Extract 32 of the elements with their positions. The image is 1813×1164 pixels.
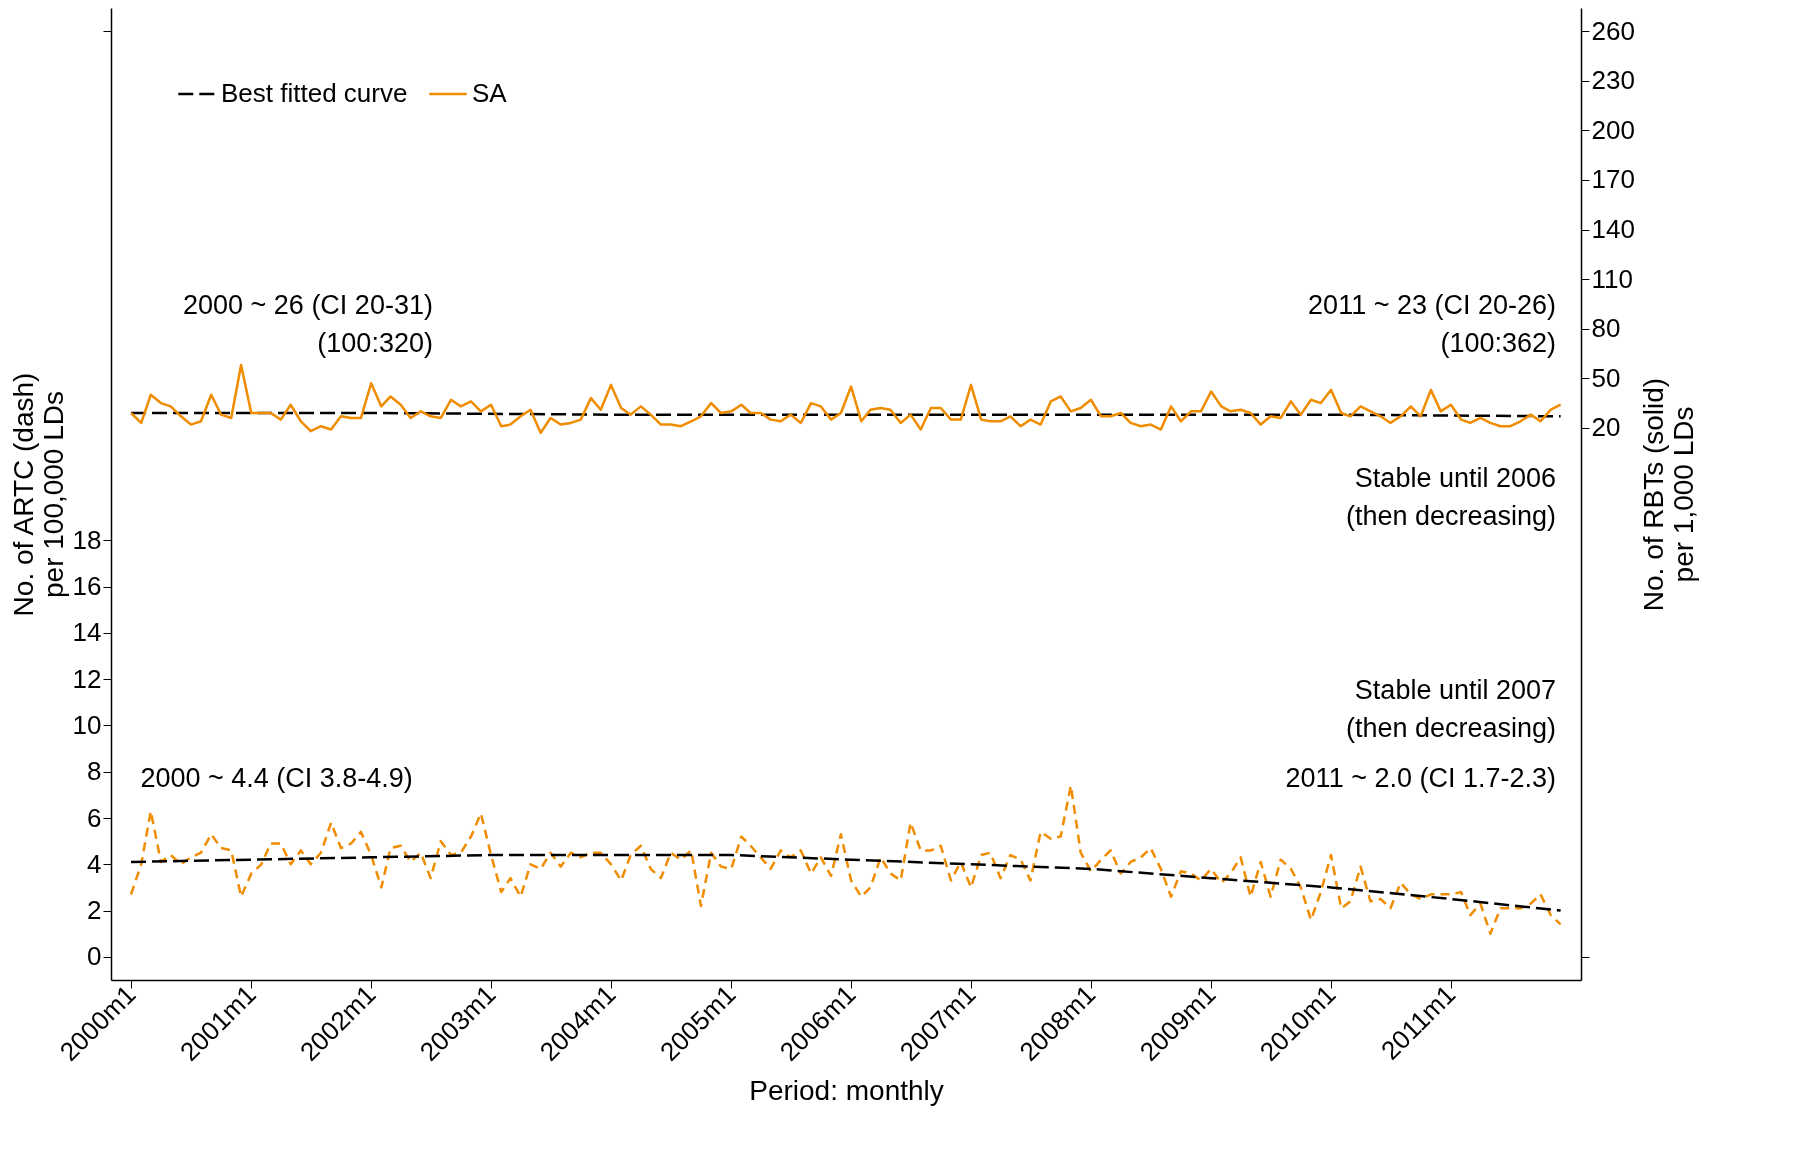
y2-axis-title: No. of RBTs (solid) per 1,000 LDs	[1637, 377, 1699, 612]
line-series	[129, 363, 1562, 435]
y2-tick-label: 110	[1591, 263, 1633, 294]
y-tick-label: 6	[87, 802, 102, 833]
y2-tick-label: 80	[1591, 313, 1621, 344]
annotation: 2011 ~ 2.0 (CI 1.7-2.3)	[1285, 763, 1557, 794]
y2-tick-label: 140	[1591, 214, 1635, 245]
y2-tick-label: 200	[1591, 114, 1635, 145]
annotation: 2000 ~ 26 (CI 20-31) (100:320)	[183, 289, 433, 358]
y2-tick-label: 260	[1591, 15, 1635, 46]
annotation: 2011 ~ 23 (CI 20-26) (100:362)	[1308, 289, 1557, 358]
line-series	[129, 853, 1562, 912]
y-tick-label: 16	[72, 571, 102, 602]
y2-tick-label: 170	[1591, 164, 1635, 195]
x-axis-title: Period: monthly	[749, 1075, 944, 1107]
y-tick-label: 4	[87, 848, 102, 879]
y-axis-title: No. of ARTC (dash) per 100,000 LDs	[7, 372, 69, 617]
y2-tick-label: 20	[1591, 412, 1621, 443]
y-tick-label: 10	[72, 709, 102, 740]
annotation: Stable until 2007 (then decreasing)	[1345, 674, 1557, 743]
y-tick-label: 8	[87, 756, 102, 787]
y-tick-label: 2	[87, 895, 102, 926]
legend-label: Best fitted curve	[221, 78, 408, 108]
y-tick-label: 12	[72, 663, 102, 694]
y2-tick-label: 230	[1591, 65, 1635, 96]
y2-tick-label: 50	[1591, 362, 1621, 393]
legend-label: SA	[472, 78, 508, 108]
annotation: Stable until 2006 (then decreasing)	[1345, 462, 1557, 531]
y-tick-label: 0	[87, 941, 102, 972]
y-tick-label: 18	[72, 524, 102, 555]
y-tick-label: 14	[72, 617, 102, 648]
annotation: 2000 ~ 4.4 (CI 3.8-4.9)	[140, 763, 413, 794]
